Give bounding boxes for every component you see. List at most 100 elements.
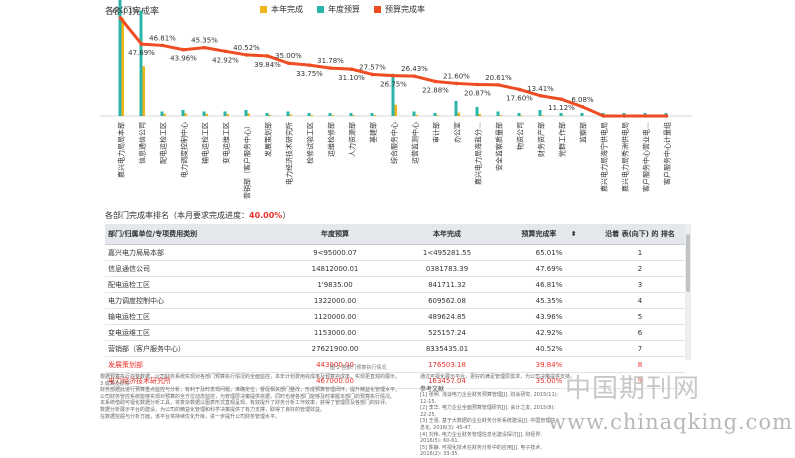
rate-data-label: 46.81% [149, 34, 176, 42]
bar-actual[interactable] [185, 113, 188, 116]
col-header-rank[interactable]: 沿着 表(向下) 的 排名 [595, 224, 685, 245]
bar-actual[interactable] [164, 114, 167, 116]
category-tick-label: 嘉兴电力局海盐分… [474, 122, 483, 185]
bar-actual[interactable] [206, 114, 209, 116]
bar-budget[interactable] [224, 111, 227, 116]
bar-actual[interactable] [353, 115, 356, 116]
sort-icon[interactable]: ⬍ [571, 230, 577, 238]
bar-budget[interactable] [434, 113, 437, 116]
col-header-budget[interactable]: 年度预算 [279, 224, 391, 245]
category-tick-label: 配电运检工区 [159, 122, 168, 164]
bar-actual[interactable] [248, 114, 251, 116]
bar-actual[interactable] [332, 115, 335, 116]
bar-budget[interactable] [539, 110, 542, 116]
bar-actual[interactable] [479, 114, 482, 116]
rate-point[interactable] [539, 94, 543, 98]
bar-budget[interactable] [350, 113, 353, 116]
category-tick-label: 电力调度控制中心 [180, 122, 189, 178]
rate-point[interactable] [287, 61, 291, 65]
rate-point[interactable] [665, 114, 669, 118]
rate-point[interactable] [602, 114, 606, 118]
bar-budget[interactable] [308, 113, 311, 116]
rate-data-label: 6.08% [571, 96, 594, 104]
bar-actual[interactable] [143, 66, 146, 116]
rate-point[interactable] [455, 82, 459, 86]
rate-point[interactable] [476, 83, 480, 87]
rank-table: 部门/归属单位/专项费用类别 年度预算 本年完成 预算完成率 ⬍ 沿着 表(向下… [105, 224, 685, 389]
rate-point[interactable] [392, 74, 396, 78]
bar-budget[interactable] [203, 111, 206, 116]
bar-actual[interactable] [311, 115, 314, 116]
rate-point[interactable] [245, 53, 249, 57]
bar-budget[interactable] [560, 113, 563, 116]
bar-actual[interactable] [437, 115, 440, 116]
rate-point[interactable] [581, 105, 585, 109]
bar-actual[interactable] [374, 115, 377, 116]
rate-data-label: 22.88% [422, 87, 449, 95]
col-header-dept[interactable]: 部门/归属单位/专项费用类别 [105, 224, 279, 245]
bar-actual[interactable] [458, 113, 461, 116]
rate-point[interactable] [224, 49, 228, 53]
bar-budget[interactable] [161, 111, 164, 116]
rate-point[interactable] [623, 114, 627, 118]
bar-budget[interactable] [140, 10, 143, 116]
rate-point[interactable] [203, 46, 207, 50]
bar-budget[interactable] [371, 113, 374, 116]
category-tick-label: 监察部 [579, 122, 588, 143]
bar-budget[interactable] [413, 111, 416, 116]
bar-budget[interactable] [581, 113, 584, 116]
rank-title-prefix: 各部门完成率排名（本月要求完成进度： [105, 211, 249, 220]
bar-actual[interactable] [122, 18, 125, 116]
rate-point[interactable] [644, 114, 648, 118]
col-header-done[interactable]: 本年完成 [391, 224, 503, 245]
department-completion-chart[interactable]: 65.01%47.69%46.81%43.96%45.35%42.92%40.5… [100, 0, 692, 205]
paper-para-6: 在数据挖掘与分析方面，该平台将持续优化升级，进一步提升公司财务管理水平。 [100, 414, 415, 421]
category-tick-label: 信息通信公司 [138, 122, 147, 164]
bar-budget[interactable] [182, 110, 185, 116]
bar-budget[interactable] [245, 110, 248, 116]
bar-actual[interactable] [542, 115, 545, 116]
rate-point[interactable] [371, 73, 375, 77]
rate-point[interactable] [161, 44, 165, 48]
bar-actual[interactable] [500, 115, 503, 116]
rate-point[interactable] [560, 97, 564, 101]
scrollbar-thumb[interactable] [686, 234, 690, 292]
rate-point[interactable] [497, 83, 501, 87]
rate-point[interactable] [413, 74, 417, 78]
cell-rate: 46.81% [503, 277, 595, 293]
bar-actual[interactable] [269, 115, 272, 116]
bar-budget[interactable] [497, 111, 500, 116]
rank-table-scrollbar[interactable] [685, 224, 691, 360]
category-tick-label: 嘉兴电力局局本部 [117, 122, 126, 178]
bar-budget[interactable] [518, 113, 521, 116]
rate-point[interactable] [434, 80, 438, 84]
rate-point[interactable] [119, 16, 123, 20]
bar-budget[interactable] [329, 113, 332, 116]
bar-actual[interactable] [521, 115, 524, 116]
bar-budget[interactable] [287, 111, 290, 116]
rate-point[interactable] [518, 88, 522, 92]
rate-point[interactable] [266, 54, 270, 58]
rate-point[interactable] [308, 63, 312, 67]
rate-data-label: 20.87% [464, 90, 491, 98]
bar-budget[interactable] [266, 113, 269, 116]
rate-point[interactable] [329, 66, 333, 70]
bar-actual[interactable] [395, 105, 398, 116]
bar-actual[interactable] [290, 114, 293, 116]
bar-actual[interactable] [416, 115, 419, 116]
bar-budget[interactable] [476, 107, 479, 116]
bar-actual[interactable] [227, 114, 230, 116]
bar-budget[interactable] [455, 101, 458, 116]
col-header-rate[interactable]: 预算完成率 ⬍ [503, 224, 595, 245]
cell-dept: 输电运检工区 [105, 309, 279, 325]
rate-point[interactable] [350, 67, 354, 71]
rate-point[interactable] [182, 48, 186, 52]
rate-point[interactable] [140, 42, 144, 46]
